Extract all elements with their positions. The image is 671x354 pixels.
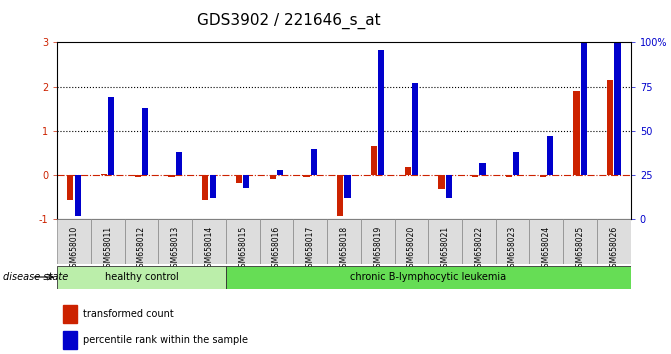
- Bar: [597, 219, 631, 264]
- Bar: [277, 170, 283, 175]
- Text: transformed count: transformed count: [83, 309, 174, 319]
- Text: GSM658023: GSM658023: [508, 226, 517, 272]
- Bar: [236, 175, 242, 183]
- Text: GSM658020: GSM658020: [407, 226, 416, 272]
- Bar: [63, 305, 77, 323]
- Bar: [209, 175, 215, 198]
- Text: chronic B-lymphocytic leukemia: chronic B-lymphocytic leukemia: [350, 272, 507, 282]
- Text: GSM658016: GSM658016: [272, 226, 281, 272]
- Bar: [574, 91, 580, 175]
- Bar: [338, 175, 344, 216]
- Bar: [260, 219, 293, 264]
- Bar: [462, 219, 496, 264]
- Text: GDS3902 / 221646_s_at: GDS3902 / 221646_s_at: [197, 12, 380, 29]
- Bar: [395, 219, 428, 264]
- Bar: [311, 149, 317, 175]
- Bar: [63, 331, 77, 349]
- Bar: [57, 266, 225, 289]
- Text: healthy control: healthy control: [105, 272, 178, 282]
- Bar: [371, 147, 377, 175]
- Bar: [412, 83, 418, 175]
- Bar: [125, 219, 158, 264]
- Bar: [438, 175, 444, 188]
- Bar: [405, 167, 411, 175]
- Bar: [529, 219, 563, 264]
- Bar: [547, 136, 553, 175]
- Bar: [344, 175, 350, 198]
- Text: GSM658017: GSM658017: [305, 226, 315, 272]
- Bar: [108, 97, 114, 175]
- Text: percentile rank within the sample: percentile rank within the sample: [83, 335, 248, 346]
- Bar: [580, 42, 587, 175]
- Bar: [303, 175, 309, 177]
- Bar: [480, 163, 486, 175]
- Bar: [74, 175, 81, 216]
- Bar: [270, 175, 276, 179]
- Bar: [202, 175, 208, 200]
- Text: GSM658025: GSM658025: [576, 226, 584, 272]
- Text: disease state: disease state: [3, 272, 68, 282]
- Bar: [446, 175, 452, 198]
- Bar: [496, 219, 529, 264]
- Bar: [225, 219, 260, 264]
- Bar: [176, 152, 182, 175]
- Text: GSM658010: GSM658010: [69, 226, 79, 272]
- Bar: [327, 219, 361, 264]
- Bar: [513, 152, 519, 175]
- Text: GSM658014: GSM658014: [205, 226, 213, 272]
- Bar: [225, 266, 631, 289]
- Bar: [57, 219, 91, 264]
- Bar: [67, 175, 73, 200]
- Text: GSM658013: GSM658013: [170, 226, 180, 272]
- Bar: [539, 175, 546, 177]
- Text: GSM658022: GSM658022: [474, 226, 483, 272]
- Text: GSM658018: GSM658018: [340, 226, 348, 272]
- Bar: [244, 175, 250, 188]
- Text: GSM658019: GSM658019: [373, 226, 382, 272]
- Bar: [101, 174, 107, 175]
- Bar: [361, 219, 395, 264]
- Bar: [91, 219, 125, 264]
- Text: GSM658024: GSM658024: [542, 226, 551, 272]
- Text: GSM658026: GSM658026: [609, 226, 619, 272]
- Bar: [615, 42, 621, 175]
- Bar: [192, 219, 225, 264]
- Bar: [135, 175, 141, 177]
- Bar: [378, 50, 384, 175]
- Bar: [506, 175, 512, 177]
- Bar: [168, 175, 174, 177]
- Text: GSM658011: GSM658011: [103, 226, 112, 272]
- Text: GSM658021: GSM658021: [441, 226, 450, 272]
- Bar: [293, 219, 327, 264]
- Bar: [142, 108, 148, 175]
- Bar: [472, 175, 478, 177]
- Bar: [158, 219, 192, 264]
- Text: GSM658015: GSM658015: [238, 226, 247, 272]
- Bar: [428, 219, 462, 264]
- Bar: [563, 219, 597, 264]
- Text: GSM658012: GSM658012: [137, 226, 146, 272]
- Bar: [607, 80, 613, 175]
